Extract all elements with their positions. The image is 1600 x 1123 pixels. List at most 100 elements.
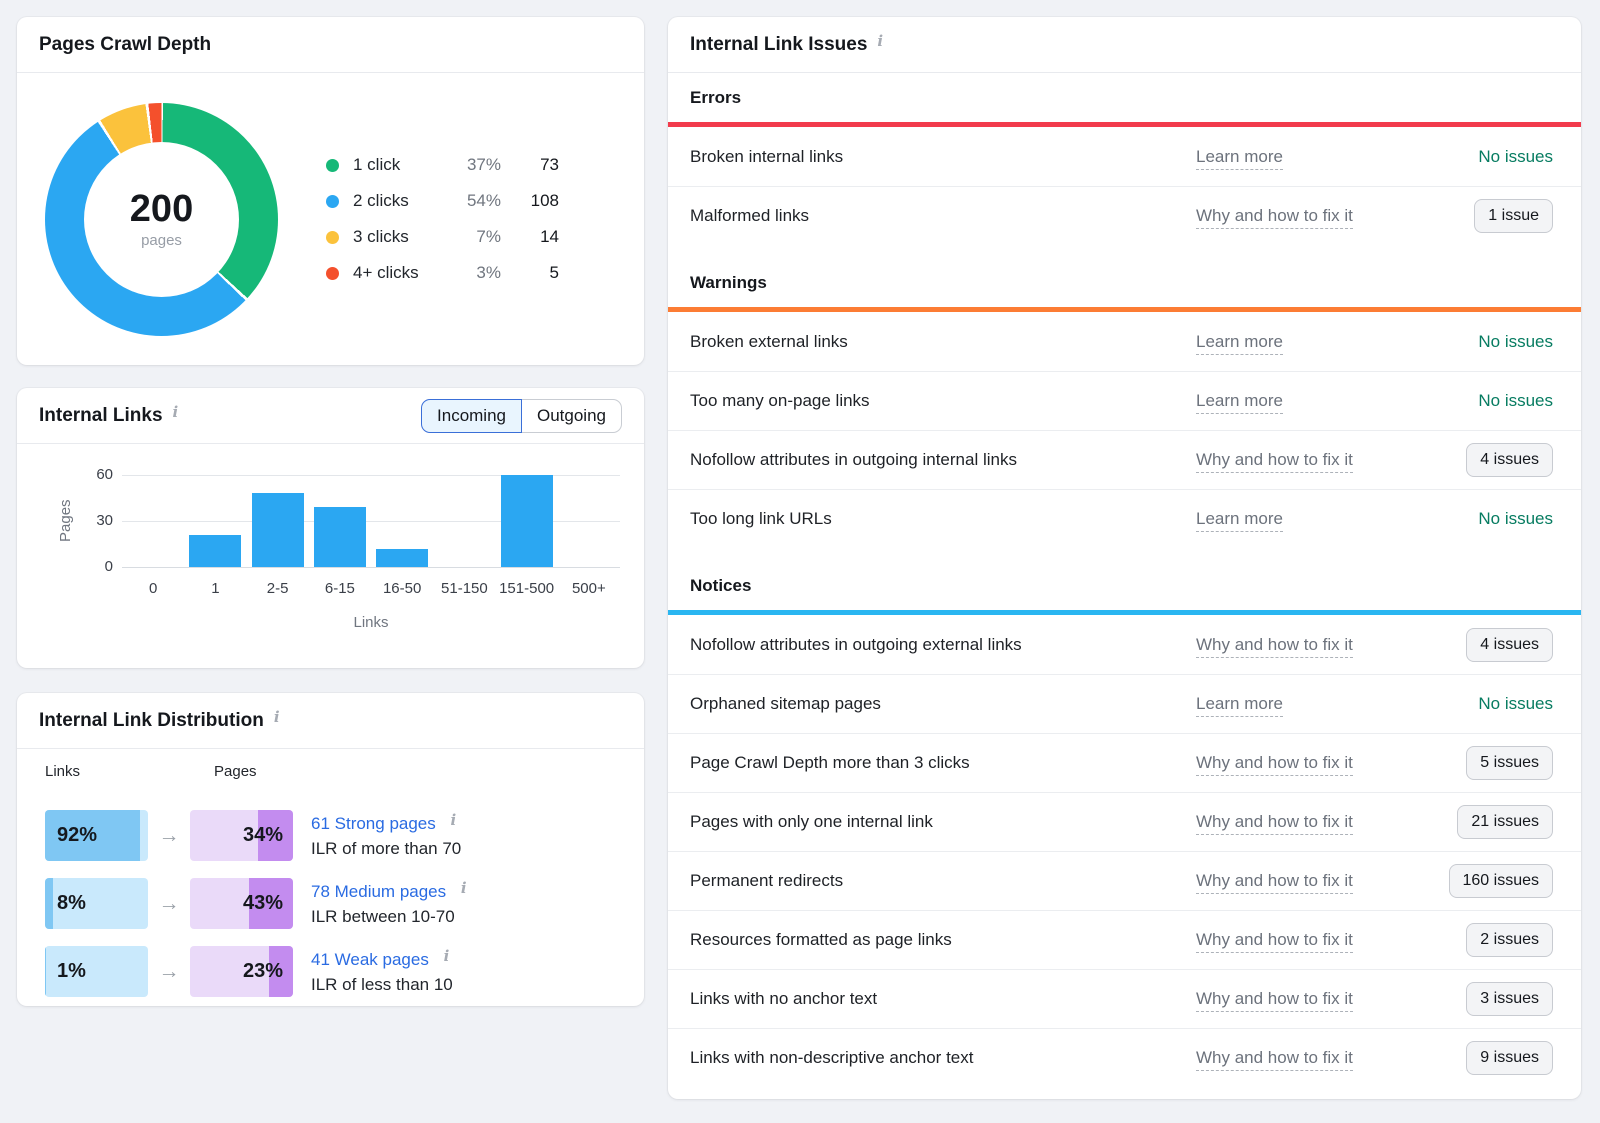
issue-status[interactable]: No issues bbox=[1478, 509, 1553, 528]
legend-count: 108 bbox=[530, 191, 559, 210]
issue-row: Pages with only one internal link Why an… bbox=[668, 792, 1581, 851]
links-percent-bar: 1% bbox=[45, 946, 148, 997]
card-header: Internal Link Issues i bbox=[668, 17, 1581, 73]
info-icon[interactable]: i bbox=[273, 707, 280, 726]
legend-item[interactable]: 3 clicks 7% 14 bbox=[326, 222, 559, 252]
pages-bar-fill bbox=[248, 878, 293, 929]
issue-status[interactable]: 2 issues bbox=[1466, 923, 1553, 957]
issue-status[interactable]: 21 issues bbox=[1457, 805, 1553, 839]
info-icon[interactable]: i bbox=[460, 878, 467, 897]
legend-count: 14 bbox=[540, 227, 559, 246]
legend-item[interactable]: 4+ clicks 3% 5 bbox=[326, 258, 559, 288]
bar[interactable] bbox=[251, 493, 304, 567]
card-title: Internal Links bbox=[39, 404, 163, 426]
issue-help-link[interactable]: Learn more bbox=[1196, 391, 1283, 414]
bar-slot bbox=[496, 475, 558, 567]
x-tick-label: 6-15 bbox=[324, 580, 355, 597]
info-icon[interactable]: i bbox=[443, 946, 450, 965]
issue-help-link[interactable]: Why and how to fix it bbox=[1196, 989, 1353, 1012]
issue-help-link[interactable]: Learn more bbox=[1196, 331, 1283, 355]
bar[interactable] bbox=[376, 549, 429, 567]
total-pages-unit: pages bbox=[141, 232, 182, 249]
issue-help-link[interactable]: Why and how to fix it bbox=[1196, 812, 1353, 835]
card-title: Pages Crawl Depth bbox=[39, 33, 212, 55]
pages-crawl-depth-card: Pages Crawl Depth 200 pages 1 click 37% … bbox=[17, 17, 644, 365]
issue-help-link[interactable]: Learn more bbox=[1196, 146, 1283, 170]
issue-status[interactable]: 9 issues bbox=[1466, 1041, 1553, 1075]
legend-percent: 7% bbox=[476, 227, 501, 246]
issue-status[interactable]: 1 issue bbox=[1474, 199, 1553, 233]
issue-help-link[interactable]: Why and how to fix it bbox=[1196, 753, 1353, 776]
section-title: Notices bbox=[690, 575, 752, 595]
crawl-depth-donut-chart[interactable]: 200 pages bbox=[45, 102, 278, 336]
section-severity-bar bbox=[668, 610, 1581, 615]
links-percent-value: 1% bbox=[57, 960, 86, 982]
card-header: Internal Link Distribution i bbox=[17, 693, 644, 749]
issue-help-link[interactable]: Why and how to fix it bbox=[1196, 1048, 1353, 1071]
issue-status[interactable]: No issues bbox=[1478, 391, 1553, 410]
card-header: Internal Links i Incoming Outgoing bbox=[17, 388, 644, 444]
issue-name: Broken internal links bbox=[690, 146, 844, 166]
toggle-outgoing[interactable]: Outgoing bbox=[521, 398, 622, 433]
links-percent-bar: 92% bbox=[45, 810, 148, 861]
issue-status[interactable]: 4 issues bbox=[1466, 627, 1553, 662]
issue-status[interactable]: 5 issues bbox=[1466, 746, 1553, 780]
pages-percent-bar: 23% bbox=[190, 946, 293, 997]
info-icon[interactable]: i bbox=[172, 402, 179, 421]
issue-help-link[interactable]: Why and how to fix it bbox=[1196, 450, 1353, 473]
internal-link-issues-card: Internal Link Issues i Errors Broken int… bbox=[668, 17, 1581, 1099]
section-rows: Nofollow attributes in outgoing external… bbox=[668, 615, 1581, 1087]
toggle-incoming[interactable]: Incoming bbox=[421, 398, 522, 433]
distribution-row: 8% → 43% 78 Medium pages i ILR between 1… bbox=[45, 878, 644, 929]
links-percent-value: 92% bbox=[57, 824, 98, 846]
issue-status[interactable]: No issues bbox=[1478, 331, 1553, 351]
x-tick-label: 51-150 bbox=[441, 580, 488, 597]
issue-row: Resources formatted as page links Why an… bbox=[668, 910, 1581, 969]
issue-row: Broken external links Learn more No issu… bbox=[668, 312, 1581, 371]
issue-status[interactable]: No issues bbox=[1478, 694, 1553, 713]
issue-status[interactable]: 4 issues bbox=[1466, 443, 1553, 477]
issue-name: Orphaned sitemap pages bbox=[690, 694, 881, 713]
donut-center-label: 200 pages bbox=[45, 103, 278, 336]
info-icon[interactable]: i bbox=[450, 810, 457, 829]
x-tick-label: 500+ bbox=[571, 580, 606, 597]
issue-help-link[interactable]: Why and how to fix it bbox=[1196, 930, 1353, 953]
distribution-body: Links Pages 92% → 34% 61 Strong pages i … bbox=[17, 749, 644, 997]
issue-status[interactable]: 160 issues bbox=[1448, 864, 1553, 898]
issue-help-link[interactable]: Why and how to fix it bbox=[1196, 634, 1353, 658]
issue-name: Resources formatted as page links bbox=[690, 930, 952, 949]
section-title: Errors bbox=[690, 87, 742, 107]
bar[interactable] bbox=[500, 475, 553, 567]
bar-slot bbox=[184, 475, 246, 567]
legend-color-dot bbox=[326, 230, 339, 244]
x-tick-label: 16-50 bbox=[382, 580, 422, 597]
legend-color-dot bbox=[326, 194, 339, 208]
issue-name: Links with no anchor text bbox=[690, 989, 878, 1008]
issue-help-link[interactable]: Why and how to fix it bbox=[1196, 206, 1353, 229]
bar[interactable] bbox=[313, 507, 366, 567]
pages-group-link[interactable]: 61 Strong pages bbox=[311, 813, 436, 833]
section-header: Errors bbox=[668, 73, 1581, 122]
pages-group-link[interactable]: 41 Weak pages bbox=[311, 949, 429, 969]
donut-legend: 1 click 37% 73 2 clicks 54% 108 3 clicks… bbox=[326, 150, 559, 288]
issue-help-link[interactable]: Learn more bbox=[1196, 694, 1283, 717]
issue-status[interactable]: 3 issues bbox=[1466, 982, 1553, 1016]
y-axis-title: Pages bbox=[57, 499, 74, 543]
y-tick-label: 60 bbox=[96, 466, 113, 483]
issue-status[interactable]: No issues bbox=[1478, 146, 1553, 166]
issue-help-link[interactable]: Learn more bbox=[1196, 509, 1283, 532]
crawl-depth-body: 200 pages 1 click 37% 73 2 clicks 54% 10… bbox=[17, 73, 644, 365]
info-icon[interactable]: i bbox=[877, 31, 884, 50]
issue-help-link[interactable]: Why and how to fix it bbox=[1196, 871, 1353, 894]
pages-percent-value: 34% bbox=[242, 824, 283, 846]
distribution-row: 1% → 23% 41 Weak pages i ILR of less tha… bbox=[45, 946, 644, 997]
card-title: Internal Link Issues bbox=[690, 33, 868, 55]
legend-item[interactable]: 2 clicks 54% 108 bbox=[326, 186, 559, 216]
x-axis-title: Links bbox=[353, 614, 389, 631]
column-headers: Links Pages bbox=[45, 763, 644, 783]
legend-color-dot bbox=[326, 158, 339, 172]
bar[interactable] bbox=[189, 535, 242, 567]
y-tick-label: 30 bbox=[96, 512, 113, 529]
legend-item[interactable]: 1 click 37% 73 bbox=[326, 150, 559, 180]
pages-group-link[interactable]: 78 Medium pages bbox=[311, 881, 447, 901]
